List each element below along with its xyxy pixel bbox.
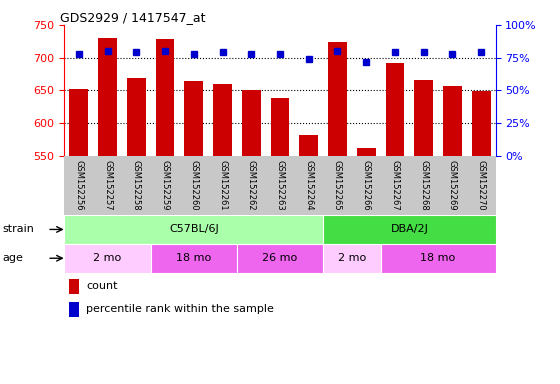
Text: GSM152257: GSM152257	[103, 160, 112, 211]
Bar	[328, 42, 347, 156]
Bar	[414, 80, 433, 156]
Text: GSM152262: GSM152262	[247, 160, 256, 211]
Bar	[156, 39, 174, 156]
Text: GSM152263: GSM152263	[276, 160, 284, 211]
Bar	[443, 86, 462, 156]
Bar	[64, 215, 323, 244]
Text: GSM152266: GSM152266	[362, 160, 371, 211]
Bar	[184, 81, 203, 156]
Text: age: age	[3, 253, 24, 263]
Bar	[98, 38, 117, 156]
Bar	[127, 78, 146, 156]
Text: percentile rank within the sample: percentile rank within the sample	[86, 304, 274, 314]
Text: GSM152269: GSM152269	[448, 160, 457, 211]
Bar	[64, 244, 151, 273]
Bar	[357, 148, 376, 156]
Text: GSM152267: GSM152267	[390, 160, 399, 211]
Text: 18 mo: 18 mo	[176, 253, 211, 263]
Text: GSM152265: GSM152265	[333, 160, 342, 211]
Text: 2 mo: 2 mo	[338, 253, 366, 263]
Bar	[69, 89, 88, 156]
Text: GSM152259: GSM152259	[161, 160, 170, 211]
Bar	[69, 301, 80, 316]
Text: C57BL/6J: C57BL/6J	[169, 224, 218, 235]
Bar	[323, 215, 496, 244]
Text: GSM152258: GSM152258	[132, 160, 141, 211]
Text: GSM152260: GSM152260	[189, 160, 198, 211]
Bar	[386, 63, 404, 156]
Bar	[213, 84, 232, 156]
Text: GSM152256: GSM152256	[74, 160, 83, 211]
Text: 18 mo: 18 mo	[421, 253, 456, 263]
Bar	[270, 98, 290, 156]
Bar	[242, 89, 260, 156]
Text: GDS2929 / 1417547_at: GDS2929 / 1417547_at	[60, 11, 206, 24]
Bar	[69, 279, 80, 294]
Text: count: count	[86, 281, 118, 291]
Bar	[381, 244, 496, 273]
Bar	[237, 244, 323, 273]
Bar	[300, 135, 318, 156]
Text: GSM152270: GSM152270	[477, 160, 486, 211]
Text: 26 mo: 26 mo	[263, 253, 297, 263]
Text: GSM152261: GSM152261	[218, 160, 227, 211]
Bar	[472, 91, 491, 156]
Bar	[151, 244, 237, 273]
Bar	[323, 244, 381, 273]
Text: DBA/2J: DBA/2J	[390, 224, 428, 235]
Text: 2 mo: 2 mo	[94, 253, 122, 263]
Text: GSM152264: GSM152264	[304, 160, 313, 211]
Text: strain: strain	[3, 224, 35, 235]
Text: GSM152268: GSM152268	[419, 160, 428, 211]
